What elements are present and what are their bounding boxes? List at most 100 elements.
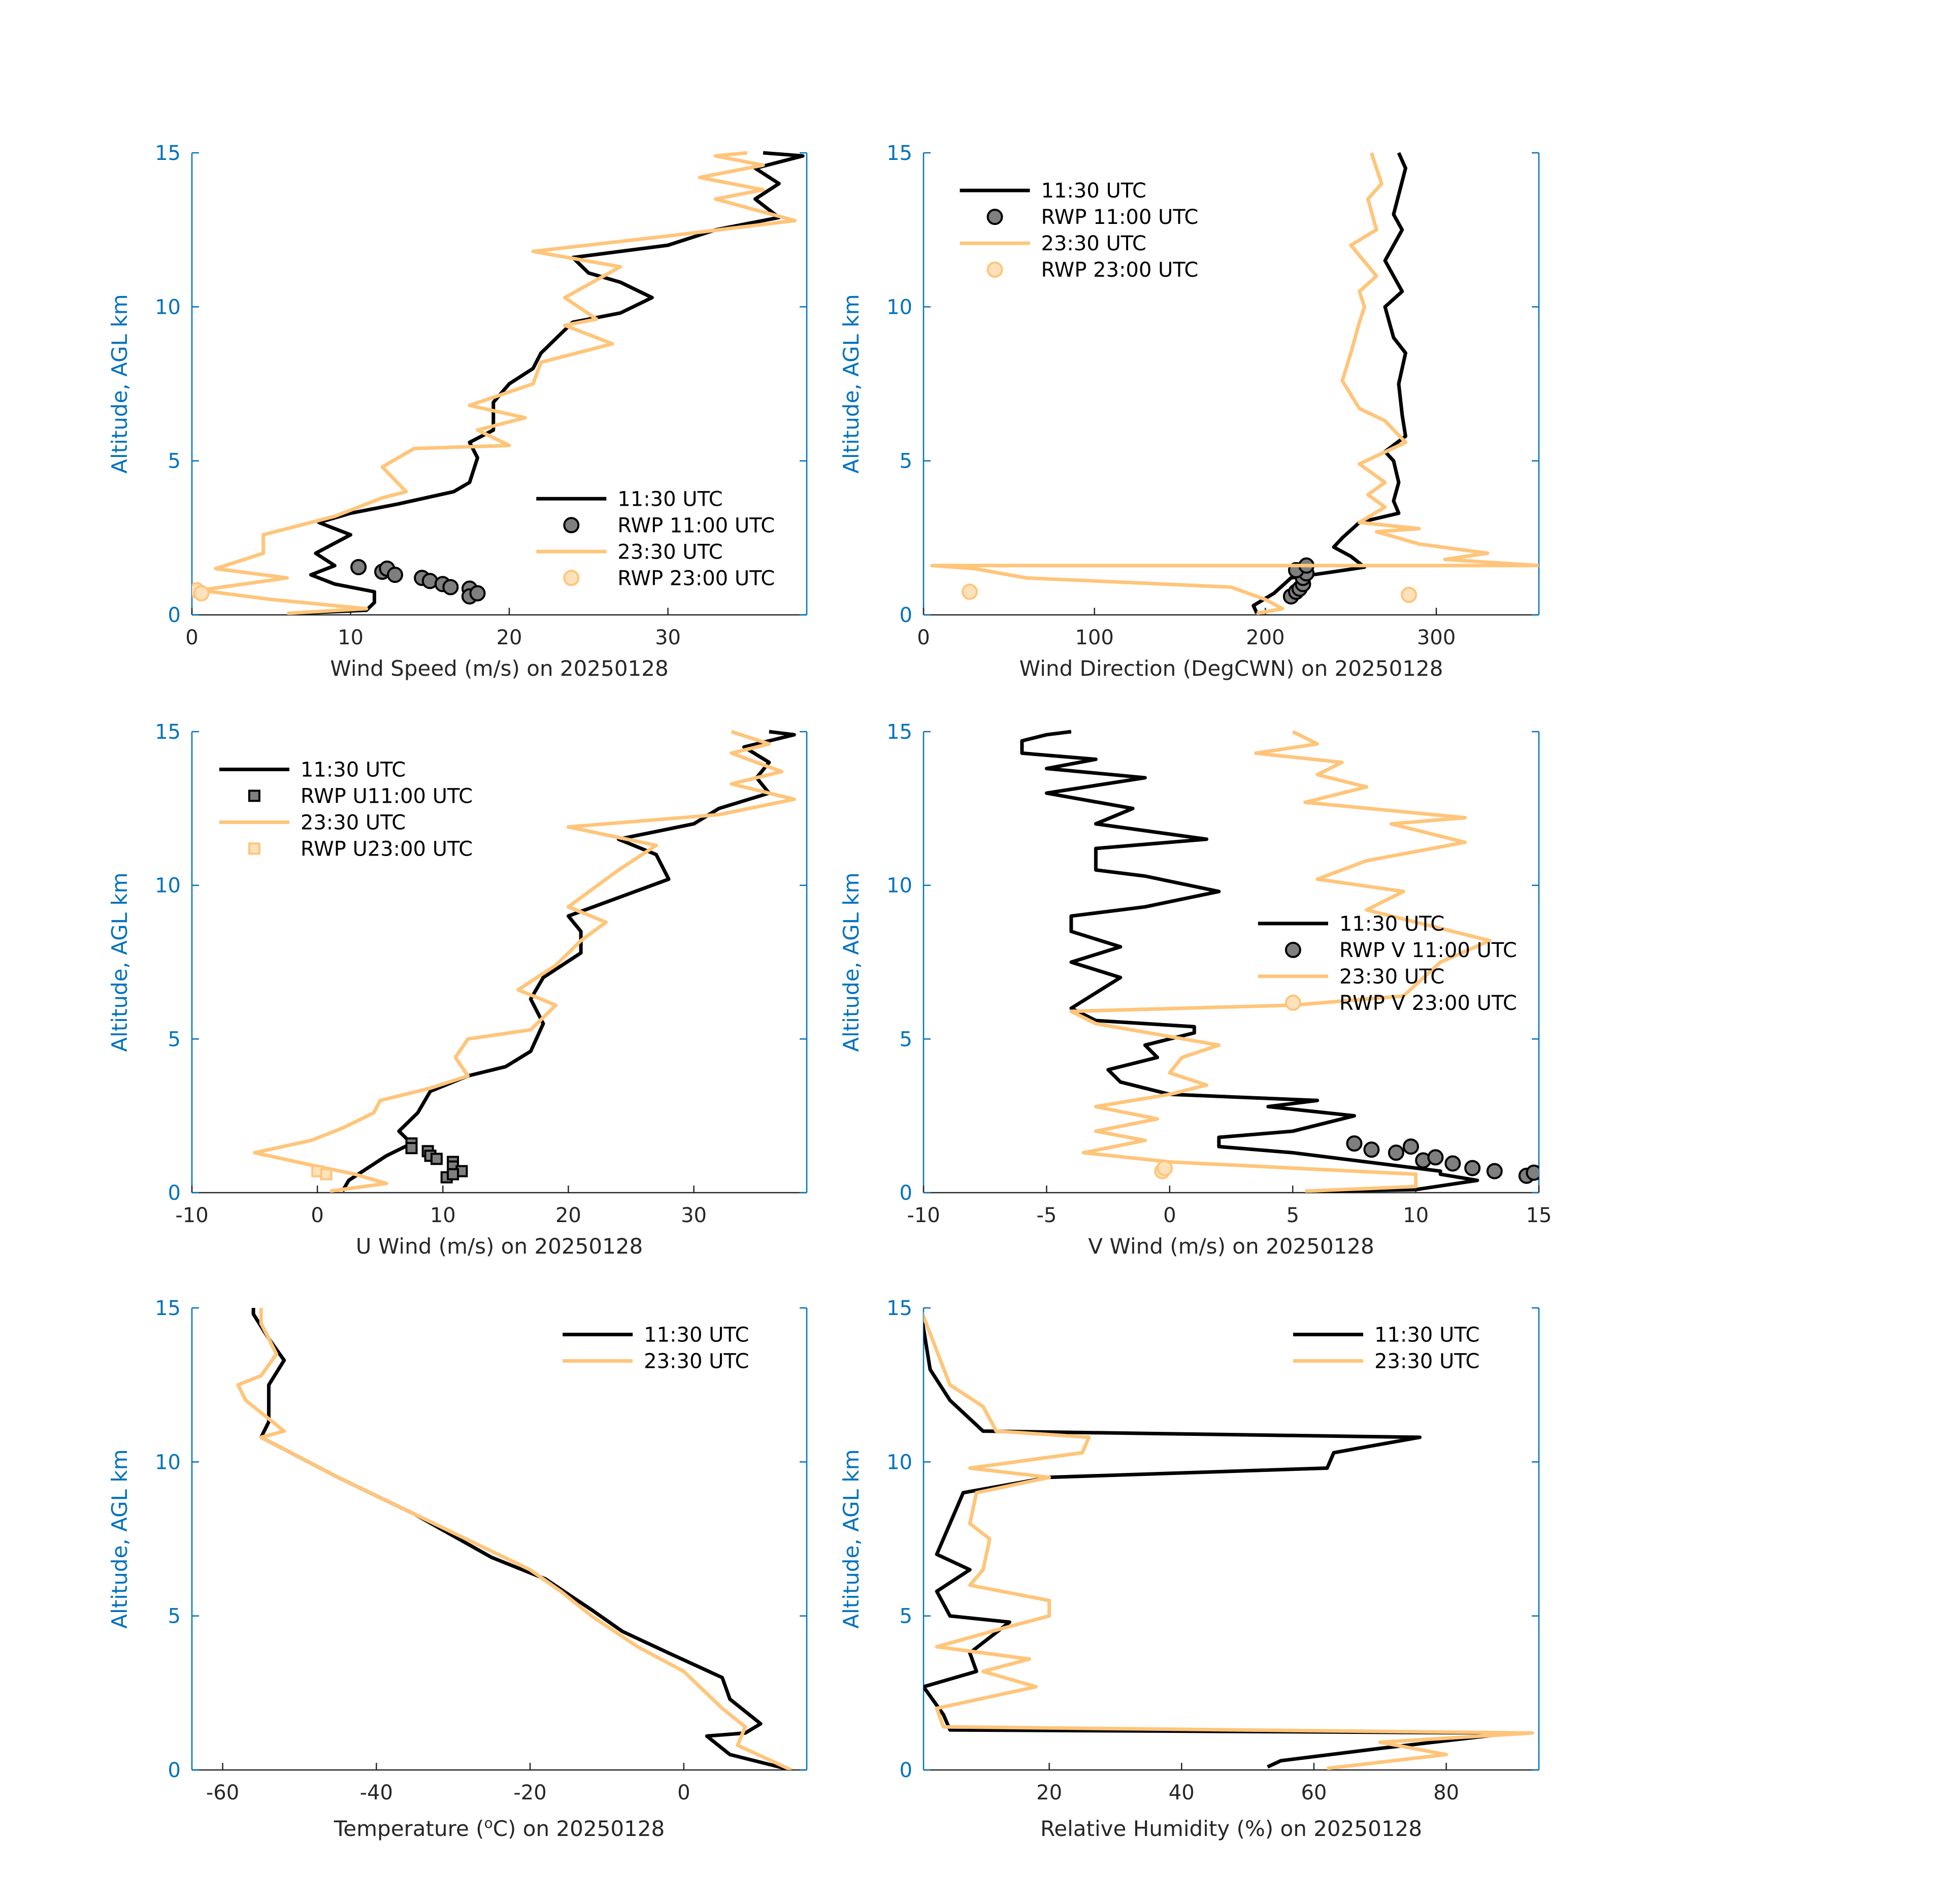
y-tick-label: 10 bbox=[155, 296, 181, 319]
series-line-11-30-utc bbox=[251, 1308, 792, 1770]
y-tick-label: 10 bbox=[886, 296, 912, 319]
y-tick-label: 0 bbox=[900, 1181, 912, 1205]
series-line-11-30-utc bbox=[341, 730, 796, 1192]
legend-marker-swatch bbox=[563, 570, 580, 586]
x-tick-label: -20 bbox=[513, 1781, 546, 1804]
legend-marker-swatch bbox=[248, 842, 260, 855]
x-tick-label: 40 bbox=[1169, 1781, 1195, 1804]
x-axis-label: Wind Direction (DegCWN) on 20250128 bbox=[1019, 656, 1443, 681]
data-point-marker bbox=[387, 567, 404, 583]
y-tick-label: 15 bbox=[886, 142, 912, 165]
legend: 11:30 UTC 23:30 UTC bbox=[563, 1323, 749, 1373]
series-line-11-30-utc bbox=[924, 1317, 1515, 1769]
legend-label: 11:30 UTC bbox=[301, 758, 406, 781]
legend-label: RWP 11:00 UTC bbox=[617, 514, 775, 537]
legend-label: RWP V 11:00 UTC bbox=[1339, 939, 1517, 962]
y-tick-label: 5 bbox=[168, 1028, 181, 1051]
plot-area bbox=[253, 730, 796, 1193]
y-axis-label: Altitude, AGL km bbox=[839, 1449, 864, 1628]
chart-panel-4: -10 -5 0 5 10 15 0 5 10 15 V Wind (m/s) on 2025012… bbox=[839, 720, 1552, 1259]
y-tick-label: 5 bbox=[900, 450, 912, 473]
series-line-11-30-utc bbox=[294, 151, 805, 615]
y-tick-label: 5 bbox=[900, 1028, 912, 1051]
y-tick-label: 0 bbox=[168, 1759, 181, 1782]
legend-marker-swatch bbox=[1285, 941, 1301, 958]
series-line-23-30-utc bbox=[930, 152, 1539, 615]
x-axis-label: Relative Humidity (%) on 20250128 bbox=[1040, 1816, 1422, 1841]
chart-panel-2: 0 100 200 300 0 5 10 15 Wind Direction (DegCWN) … bbox=[839, 142, 1540, 681]
x-tick-label: 15 bbox=[1526, 1204, 1552, 1227]
data-point-marker bbox=[961, 583, 978, 600]
x-tick-label: 0 bbox=[677, 1781, 690, 1804]
data-point-marker bbox=[1401, 586, 1418, 603]
x-tick-label: 100 bbox=[1075, 626, 1113, 649]
x-tick-label: 30 bbox=[655, 626, 681, 649]
y-axis-label: Altitude, AGL km bbox=[107, 294, 132, 473]
legend-label: 23:30 UTC bbox=[1374, 1350, 1479, 1373]
data-point-marker bbox=[469, 585, 486, 602]
y-tick-label: 15 bbox=[886, 720, 912, 744]
data-point-marker bbox=[430, 1153, 443, 1165]
data-point-marker bbox=[350, 559, 367, 575]
y-tick-label: 10 bbox=[155, 1451, 181, 1474]
y-tick-label: 5 bbox=[168, 1605, 181, 1628]
data-point-marker bbox=[320, 1168, 333, 1180]
data-point-marker bbox=[405, 1142, 418, 1155]
legend-marker-swatch bbox=[563, 517, 580, 534]
legend-label: 23:30 UTC bbox=[1041, 232, 1146, 255]
x-tick-label: 20 bbox=[555, 1204, 581, 1227]
legend-label: 11:30 UTC bbox=[1041, 179, 1146, 203]
x-tick-label: 0 bbox=[311, 1204, 323, 1227]
legend-label: 23:30 UTC bbox=[617, 540, 722, 564]
x-tick-label: -40 bbox=[360, 1781, 393, 1804]
x-tick-label: 200 bbox=[1246, 626, 1285, 649]
data-point-marker bbox=[1427, 1149, 1444, 1166]
series-line-11-30-utc bbox=[1020, 730, 1479, 1193]
y-tick-label: 0 bbox=[168, 1181, 181, 1205]
chart-panel-5: -60 -40 -20 0 0 5 10 15 Temperature (oC) on 2025… bbox=[107, 1297, 808, 1841]
legend-label: RWP 23:00 UTC bbox=[1041, 258, 1198, 282]
data-point-marker bbox=[1486, 1163, 1503, 1179]
chart-panel-6: 20 40 60 80 0 5 10 15 Relative Humidity (%) on 2… bbox=[839, 1297, 1540, 1841]
x-axis-label-part: Temperature ( bbox=[334, 1816, 484, 1841]
chart-panel-1: 0 10 20 30 0 5 10 15 Wind Speed (m/s) on 2025012… bbox=[107, 142, 808, 681]
y-tick-label: 10 bbox=[155, 874, 181, 898]
x-tick-label: 30 bbox=[681, 1204, 707, 1227]
x-axis-label: Wind Speed (m/s) on 20250128 bbox=[330, 656, 668, 681]
legend: 11:30 UTC RWP 11:00 UTC 23:30 UTC RWP 23:00… bbox=[960, 179, 1198, 282]
legend-label: 11:30 UTC bbox=[644, 1323, 749, 1347]
legend: 11:30 UTC RWP V 11:00 UTC 23:30 UTC RWP V 2… bbox=[1258, 912, 1517, 1015]
x-axis-label: V Wind (m/s) on 20250128 bbox=[1088, 1234, 1374, 1259]
x-tick-label: 300 bbox=[1417, 626, 1456, 649]
legend-label: 11:30 UTC bbox=[1339, 912, 1444, 936]
y-axis-label: Altitude, AGL km bbox=[839, 872, 864, 1052]
x-tick-label: 5 bbox=[1286, 1204, 1299, 1227]
y-tick-label: 10 bbox=[886, 874, 912, 898]
data-point-marker bbox=[1346, 1135, 1363, 1152]
plot-area bbox=[1020, 730, 1539, 1193]
legend: 11:30 UTC RWP 11:00 UTC 23:30 UTC RWP 23:00… bbox=[536, 487, 775, 590]
x-tick-label: -5 bbox=[1036, 1204, 1057, 1227]
data-point-marker bbox=[1402, 1138, 1419, 1155]
y-axis-label: Altitude, AGL km bbox=[107, 1449, 132, 1628]
legend-label: RWP U23:00 UTC bbox=[301, 837, 473, 861]
data-point-marker bbox=[442, 579, 459, 596]
legend-marker-swatch bbox=[1285, 994, 1301, 1011]
plot-area bbox=[924, 1311, 1534, 1770]
data-point-marker bbox=[447, 1168, 459, 1180]
legend-label: 23:30 UTC bbox=[644, 1350, 749, 1373]
legend-label: 11:30 UTC bbox=[1374, 1323, 1479, 1347]
legend-label: RWP 23:00 UTC bbox=[617, 567, 775, 590]
x-axis-label-part: C) on 20250128 bbox=[493, 1816, 665, 1841]
y-tick-label: 5 bbox=[168, 450, 181, 473]
y-tick-label: 0 bbox=[900, 604, 912, 627]
x-tick-label: 20 bbox=[1036, 1781, 1062, 1804]
plot-area bbox=[930, 152, 1539, 615]
y-tick-label: 15 bbox=[155, 142, 181, 165]
legend-label: 23:30 UTC bbox=[1339, 965, 1444, 989]
x-tick-label: 80 bbox=[1433, 1781, 1459, 1804]
series-line-23-30-utc bbox=[924, 1311, 1534, 1770]
y-tick-label: 10 bbox=[886, 1451, 912, 1474]
x-tick-label: 0 bbox=[917, 626, 930, 649]
